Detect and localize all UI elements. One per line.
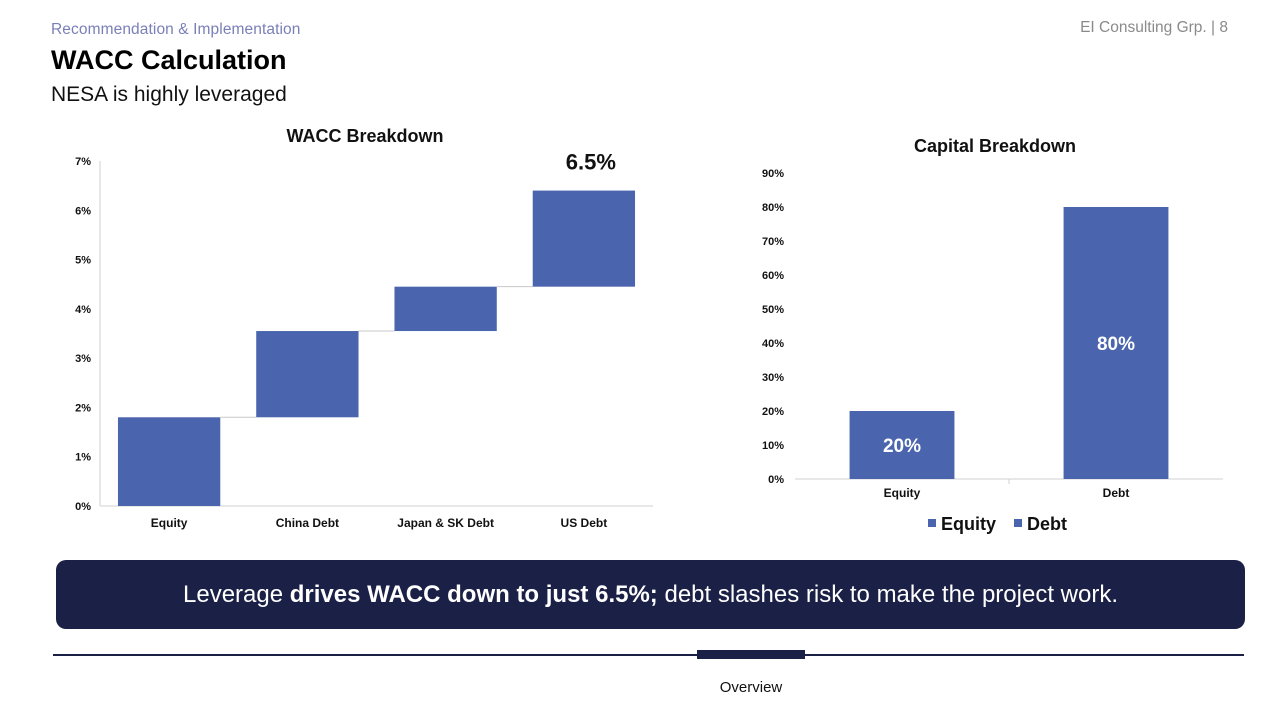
page-subtitle: NESA is highly leveraged [51,83,287,106]
capital-data-label: 80% [1097,334,1135,355]
wacc-y-tick-label: 1% [75,452,91,464]
wacc-y-tick-label: 4% [75,304,91,316]
wacc-y-tick-label: 7% [75,156,91,168]
capital-y-tick-label: 20% [762,406,784,418]
capital-category-label: Equity [884,486,921,500]
capital-y-tick-label: 80% [762,202,784,214]
capital-bar [849,411,955,479]
section-label: Recommendation & Implementation [51,21,301,38]
wacc-y-tick-label: 6% [75,205,91,217]
wacc-category-label: US Debt [561,516,608,530]
capital-legend-label: Equity [941,514,996,534]
wacc-bar [256,331,359,418]
capital-y-tick-label: 70% [762,236,784,248]
wacc-y-tick-label: 2% [75,402,91,414]
callout-banner: Leverage drives WACC down to just 6.5%; … [56,560,1245,629]
wacc-y-tick-label: 3% [75,353,91,365]
callout-text-bold: drives WACC down to just 6.5%; [289,580,658,608]
capital-y-tick-label: 0% [768,474,784,486]
footer-active-tab-indicator [697,650,805,659]
capital-legend-swatch [1014,519,1022,527]
callout-text-pre: Leverage [183,580,290,608]
page-title: WACC Calculation [51,45,287,75]
capital-bar [1063,207,1169,479]
wacc-category-label: China Debt [276,516,339,530]
capital-legend-label: Debt [1027,514,1067,534]
capital-y-tick-label: 30% [762,372,784,384]
wacc-total-label: 6.5% [566,150,616,175]
footer-divider [53,654,1244,656]
capital-y-tick-label: 60% [762,270,784,282]
wacc-chart-title: WACC Breakdown [286,126,443,146]
wacc-category-label: Japan & SK Debt [397,516,494,530]
wacc-bar [394,286,497,332]
wacc-bar [117,417,221,506]
capital-category-label: Debt [1103,486,1130,500]
footer-nav-overview[interactable]: Overview [719,679,783,696]
wacc-y-tick-label: 5% [75,255,91,267]
wacc-y-tick-label: 0% [75,501,91,513]
capital-data-label: 20% [883,436,921,457]
capital-y-tick-label: 40% [762,338,784,350]
capital-y-tick-label: 90% [762,168,784,180]
capital-chart-title: Capital Breakdown [914,136,1076,156]
callout-text-post: debt slashes risk to make the project wo… [657,580,1118,608]
capital-y-tick-label: 10% [762,440,784,452]
wacc-bar [532,190,636,287]
wacc-category-label: Equity [151,516,188,530]
capital-legend-swatch [928,519,936,527]
brand-page-number: EI Consulting Grp. | 8 [1080,19,1228,36]
capital-y-tick-label: 50% [762,304,784,316]
